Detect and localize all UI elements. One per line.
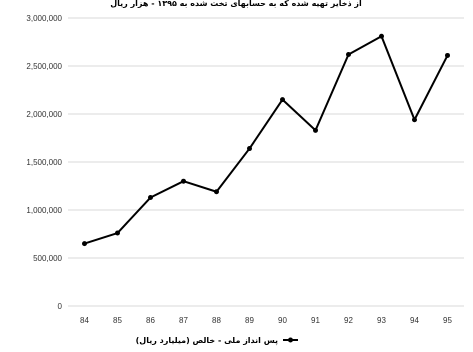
x-tick-label: 93 xyxy=(377,316,386,325)
y-tick-label: 3,000,000 xyxy=(26,14,62,23)
data-point xyxy=(214,189,219,195)
data-point xyxy=(247,146,252,152)
data-point xyxy=(280,97,285,103)
data-point xyxy=(412,117,417,123)
x-tick-label: 90 xyxy=(278,316,287,325)
x-tick-label: 89 xyxy=(245,316,254,325)
x-tick-label: 84 xyxy=(80,316,89,325)
x-tick-label: 88 xyxy=(212,316,221,325)
data-point xyxy=(445,52,450,58)
y-tick-label: 0 xyxy=(58,302,63,311)
legend-label: پس انداز ملی - خالص (میلیارد ریال) xyxy=(136,336,278,346)
data-point xyxy=(379,33,384,39)
data-point xyxy=(82,241,87,247)
x-tick-label: 85 xyxy=(113,316,122,325)
y-tick-label: 1,500,000 xyxy=(26,158,62,167)
y-tick-label: 1,000,000 xyxy=(26,206,62,215)
y-axis-tick-labels: 0 500,000 1,000,000 1,500,000 2,000,000 2,500… xyxy=(26,14,62,311)
x-axis-tick-labels: 84 85 86 87 88 89 90 91 92 93 94 95 xyxy=(80,316,452,325)
y-tick-label: 500,000 xyxy=(33,254,62,263)
data-point xyxy=(181,178,186,184)
y-tick-label: 2,500,000 xyxy=(26,62,62,71)
x-tick-label: 94 xyxy=(410,316,419,325)
x-tick-label: 92 xyxy=(344,316,353,325)
legend-swatch-point xyxy=(288,337,293,343)
data-point xyxy=(313,127,318,133)
x-tick-label: 87 xyxy=(179,316,188,325)
series-layer xyxy=(82,33,450,247)
y-tick-label: 2,000,000 xyxy=(26,110,62,119)
data-point xyxy=(346,51,351,57)
data-point xyxy=(148,195,153,201)
x-tick-label: 91 xyxy=(311,316,320,325)
gridlines xyxy=(68,17,464,307)
data-point xyxy=(115,230,120,236)
legend: پس انداز ملی - خالص (میلیارد ریال) xyxy=(136,336,298,346)
series-line xyxy=(84,35,449,245)
chart-title: از ذخایر تهیه شده که به حسابهای تخت شده … xyxy=(110,0,362,8)
x-tick-label: 86 xyxy=(146,316,155,325)
x-tick-label: 95 xyxy=(443,316,452,325)
